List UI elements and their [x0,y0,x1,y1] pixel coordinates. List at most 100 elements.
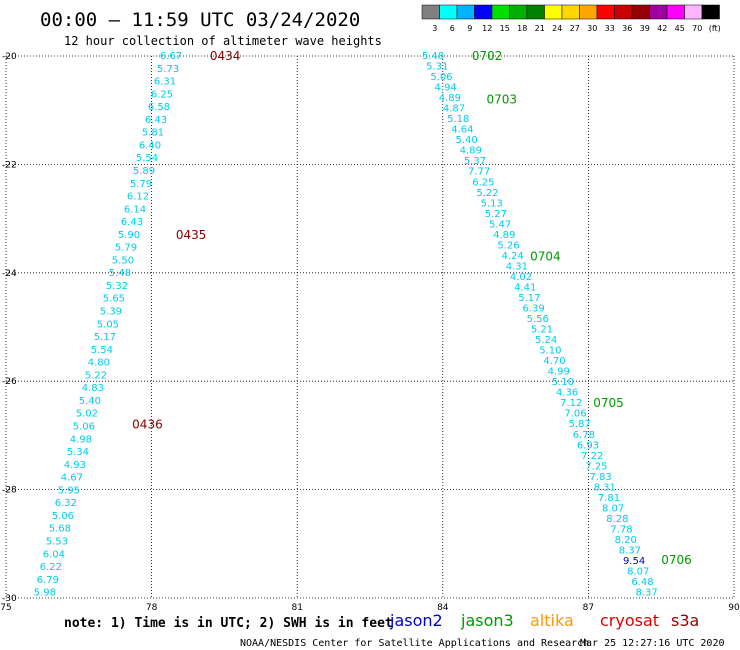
colorbar-label: 27 [570,24,580,33]
wave-height-label: 5.32 [106,281,128,292]
wave-height-label: 5.10 [552,377,574,388]
wave-height-label: 8.20 [615,535,637,546]
colorbar-label: 36 [622,24,632,33]
wave-height-label: 4.36 [556,388,578,399]
wave-height-label: 8.37 [636,588,658,599]
wave-height-label: 5.73 [157,64,179,75]
axis-ticks: 75 78 81 84 87 90 -20 -22 -24 -26 -28 -30 [0,52,740,613]
wave-height-label: 6.25 [472,177,494,188]
wave-height-label: 5.47 [489,219,511,230]
wave-height-label: 5.22 [85,370,107,381]
wave-height-label: 4.80 [88,358,110,369]
colorbar-swatch [544,4,563,20]
wave-height-label: 5.54 [136,153,158,164]
wave-height-label: 5.53 [46,536,68,547]
time-label: 0435 [176,228,207,242]
wave-height-label: 5.06 [52,511,74,522]
wave-height-label: 5.34 [67,447,89,458]
colorbar-label: 3 [432,24,437,33]
wave-height-label: 5.05 [97,319,119,330]
wave-height-label: 5.22 [476,188,498,199]
time-label: 0702 [472,49,503,63]
wave-height-label: 4.67 [61,473,83,484]
wave-height-label: 6.79 [37,575,59,586]
wave-height-label: 6.93 [577,440,599,451]
wave-height-label: 4.89 [493,230,515,241]
wave-height-label: 6.22 [40,562,62,573]
time-label: 0706 [661,553,692,567]
wave-height-label: 6.43 [145,115,167,126]
wave-height-label: 5.95 [58,485,80,496]
y-tick-label: -28 [2,486,17,496]
wave-height-label: 7.83 [589,472,611,483]
x-tick-label: 75 [0,603,11,613]
wave-height-label: 6.14 [124,204,146,215]
wave-height-label: 8.28 [606,514,628,525]
wave-height-label: 5.27 [485,209,507,220]
satellite-legend: jason2 jason3 altika cryosat s3a [389,611,699,630]
wave-height-label: 5.40 [79,396,101,407]
wave-height-label: 5.48 [422,51,444,62]
wave-height-label: 6.31 [154,77,176,88]
colorbar-swatch [596,4,615,20]
colorbar-swatch [421,4,440,20]
legend-entry-altika: altika [530,611,574,630]
wave-height-label: 6.58 [148,102,170,113]
wave-height-label: 6.78 [573,430,595,441]
wave-height-label: 6.48 [631,577,653,588]
wave-height-label: 5.68 [49,524,71,535]
footer-credit: NOAA/NESDIS Center for Satellite Applica… [240,638,589,649]
legend-entry-cryosat: cryosat [600,611,659,630]
wave-height-label: 5.39 [100,307,122,318]
wave-height-label: 7.77 [468,167,490,178]
y-tick-label: -24 [2,269,17,279]
colorbar-label: 39 [640,24,650,33]
wave-height-label: 5.48 [109,268,131,279]
time-label: 0704 [530,250,561,264]
wave-height-label: 4.89 [439,93,461,104]
wave-height-label: 7.25 [585,461,607,472]
time-label: 0434 [210,49,241,63]
wave-height-label: 5.31 [426,62,448,73]
colorbar-swatch [561,4,580,20]
wave-height-label: 5.79 [115,243,137,254]
colorbar-swatch [614,4,633,20]
colorbar-swatch [579,4,598,20]
chart-subtitle: 12 hour collection of altimeter wave hei… [64,34,382,48]
wave-height-label: 7.81 [598,493,620,504]
wave-height-label: 4.64 [451,125,473,136]
colorbar-label: 42 [657,24,667,33]
colorbar-swatch [631,4,650,20]
colorbar-label: 12 [482,24,492,33]
wave-height-label: 5.90 [118,230,140,241]
wave-height-label: 5.24 [535,335,557,346]
legend-entry-s3a: s3a [671,611,699,630]
colorbar-label: 9 [467,24,472,33]
colorbar-swatch [649,4,668,20]
colorbar-label: 33 [605,24,615,33]
wave-height-label: 9.54 [623,556,645,567]
y-tick-label: -26 [2,377,17,387]
colorbar-legend: 3 6 9 12 15 18 21 24 27 30 33 36 39 42 45 70 (ft) [421,4,721,33]
wave-height-label: 5.21 [531,325,553,336]
wave-height-label: 5.06 [73,421,95,432]
wave-height-label: 4.41 [514,282,536,293]
y-tick-label: -20 [2,52,17,62]
wave-height-label: 7.12 [560,398,582,409]
colorbar-label: 30 [587,24,597,33]
wave-height-label: 8.31 [594,482,616,493]
x-tick-label: 90 [728,603,740,613]
wave-height-label: 5.26 [497,240,519,251]
time-label: 0705 [593,396,624,410]
time-label: 0703 [486,92,517,106]
wave-height-label: 5.89 [133,166,155,177]
wave-height-label: 5.81 [142,128,164,139]
wave-height-label: 4.87 [443,104,465,115]
wave-height-label: 5.65 [103,294,125,305]
x-tick-label: 84 [437,603,449,613]
map-grid [5,55,735,599]
wave-height-label: 5.50 [112,255,134,266]
colorbar-label: 18 [517,24,527,33]
colorbar-swatch [509,4,528,20]
wave-height-tracks: 6.675.736.316.256.586.435.816.405.545.89… [34,49,692,599]
